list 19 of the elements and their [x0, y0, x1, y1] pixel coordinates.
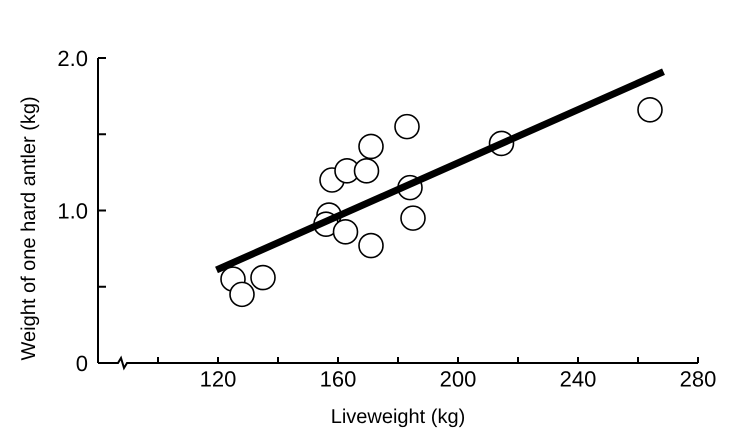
point [637, 97, 663, 123]
x-tick-label: 120 [200, 366, 236, 392]
point [250, 264, 276, 290]
x-tick-label: 280 [680, 366, 716, 392]
x-tick-label: 160 [320, 366, 356, 392]
y-tick-label: 1.0 [57, 198, 88, 224]
y-axis-title: Weight of one hard antler (kg) [18, 96, 40, 360]
x-axis-title: Liveweight (kg) [330, 406, 466, 428]
point [358, 232, 384, 258]
point [229, 282, 255, 308]
x-tick-label: 240 [560, 366, 596, 392]
y-tick-label: 2.0 [57, 46, 88, 71]
point [394, 114, 420, 140]
point [400, 205, 426, 231]
y-tick-label: 0 [76, 351, 88, 376]
point [358, 134, 384, 160]
point [354, 158, 380, 184]
point [332, 219, 358, 245]
x-tick-label: 200 [440, 366, 476, 392]
